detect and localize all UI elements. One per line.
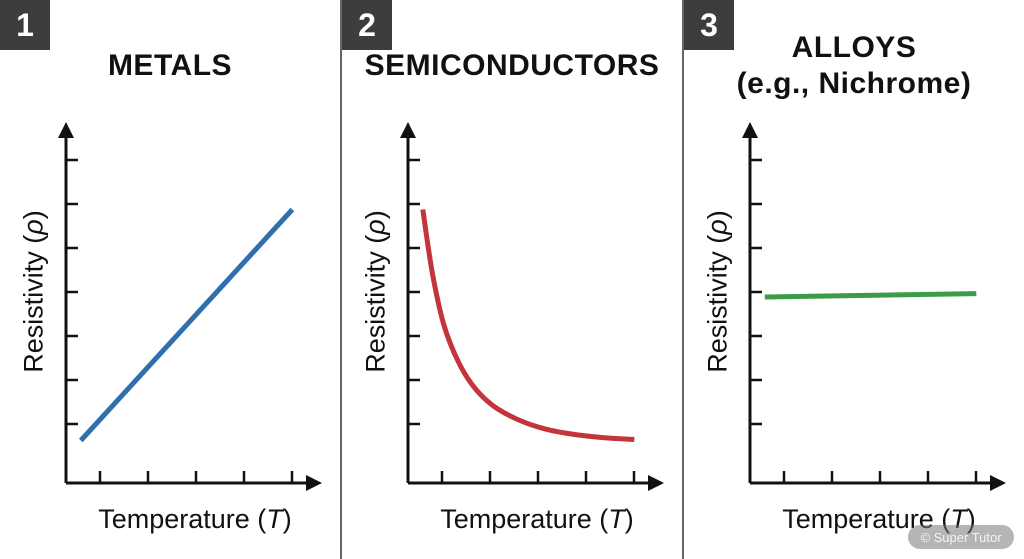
y-axis-label-close: ) (18, 210, 49, 220)
data-series-line (78, 207, 295, 443)
y-axis-arrow (742, 122, 758, 138)
metals-panel: 1 METALS Resistivity (ρ) Temperature (T) (0, 0, 340, 559)
chart-canvas (58, 122, 322, 491)
x-axis-label-close: ) (966, 504, 976, 534)
y-axis-variable: ρ (702, 219, 733, 235)
y-axis-label-text: Resistivity ( (360, 234, 391, 373)
chart-title: ALLOYS (e.g., Nichrome) (684, 30, 1024, 102)
x-axis-label-close: ) (624, 504, 634, 534)
chart-canvas (742, 122, 1006, 491)
y-axis-variable: ρ (18, 219, 49, 235)
chart-title: SEMICONDUCTORS (342, 48, 682, 84)
x-axis-label-text: Temperature ( (98, 504, 267, 534)
panel-number-badge: 3 (684, 0, 734, 50)
y-axis-label: Resistivity (ρ) (19, 172, 50, 412)
x-axis-label-close: ) (282, 504, 292, 534)
y-axis-arrow (58, 122, 74, 138)
y-axis-arrow (400, 122, 416, 138)
chart-canvas (400, 122, 664, 491)
chart-title-line: (e.g., Nichrome) (736, 67, 972, 100)
chart-title: METALS (0, 48, 340, 84)
panel-number-badge: 2 (342, 0, 392, 50)
y-axis-label: Resistivity (ρ) (703, 172, 734, 412)
chart-title-line: SEMICONDUCTORS (364, 49, 660, 82)
data-series-line (764, 291, 977, 300)
y-axis-label-text: Resistivity ( (702, 234, 733, 373)
y-axis-label-close: ) (360, 210, 391, 220)
x-axis-arrow (306, 475, 322, 491)
x-axis-label: Temperature (T) (60, 504, 330, 535)
panel-divider (340, 0, 342, 559)
x-axis-variable: T (266, 504, 283, 534)
x-axis-arrow (648, 475, 664, 491)
chart-title-line: ALLOYS (791, 31, 917, 64)
panel-divider (682, 0, 684, 559)
y-axis-label-close: ) (702, 210, 733, 220)
watermark-badge: © Super Tutor (908, 525, 1014, 549)
y-axis-variable: ρ (360, 219, 391, 235)
data-series-line (420, 209, 635, 442)
x-axis-arrow (990, 475, 1006, 491)
alloys-panel: 3 ALLOYS (e.g., Nichrome) Resistivity (ρ) Te… (684, 0, 1024, 559)
x-axis-label: Temperature (T) (402, 504, 672, 535)
semiconductors-panel: 2 SEMICONDUCTORS Resistivity (ρ) Temperatur… (342, 0, 682, 559)
panel-number-badge: 1 (0, 0, 50, 50)
x-axis-label-text: Temperature ( (440, 504, 609, 534)
x-axis-variable: T (608, 504, 625, 534)
y-axis-label: Resistivity (ρ) (361, 172, 392, 412)
chart-title-line: METALS (107, 49, 233, 82)
y-axis-label-text: Resistivity ( (18, 234, 49, 373)
